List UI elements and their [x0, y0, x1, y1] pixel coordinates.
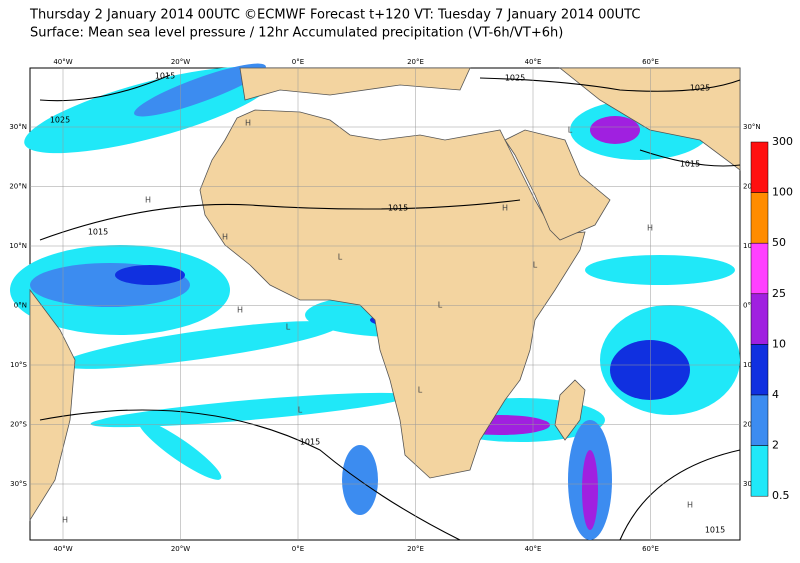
subtitle: Surface: Mean sea level pressure / 12hr …: [30, 26, 563, 41]
precip-area: [115, 265, 185, 285]
colorbar-label: 2: [772, 439, 779, 452]
colorbar: 300 100 50 25 10 4 2 0.5: [750, 135, 793, 502]
isobar-label: 1015: [705, 526, 725, 535]
latitude-label: 20°S: [10, 421, 27, 429]
longitude-label: 0°E: [292, 58, 304, 66]
pressure-center: H: [647, 224, 653, 233]
pressure-center: L: [418, 386, 423, 395]
isobar: [39, 199, 521, 241]
pressure-center: H: [237, 306, 243, 315]
colorbar-label: 50: [772, 236, 786, 249]
isobar: [39, 409, 461, 541]
colorbar-segment: [750, 141, 769, 193]
colorbar-label: 10: [772, 337, 786, 350]
title: Thursday 2 January 2014 00UTC ©ECMWF For…: [29, 8, 640, 23]
longitude-label: 20°W: [171, 545, 190, 553]
isobar-label: 1015: [88, 228, 108, 237]
isobar-label: 1015: [155, 72, 175, 81]
pressure-center: H: [687, 501, 693, 510]
precip-area: [61, 321, 339, 369]
asia: [558, 67, 741, 171]
pressure-center: H: [145, 196, 151, 205]
latitude-label: 30°S: [10, 480, 27, 488]
precipitation: [10, 63, 740, 540]
pressure-center: L: [286, 323, 291, 332]
isobar-label: 1025: [50, 116, 70, 125]
land: [29, 67, 741, 522]
colorbar-segment: [750, 293, 769, 345]
colorbar-label: 300: [772, 135, 793, 148]
south-america: [29, 288, 76, 522]
isobar: [479, 77, 741, 92]
isobar-label: 1015: [680, 160, 700, 169]
longitude-label: 60°E: [642, 545, 659, 553]
longitude-label: 40°W: [53, 545, 72, 553]
colorbar-label: 0.5: [772, 489, 790, 502]
madagascar: [554, 379, 586, 441]
pressure-center: L: [568, 126, 573, 135]
colorbar-segment: [750, 242, 769, 295]
latitude-label: 10°S: [10, 361, 27, 369]
longitude-label: 0°E: [292, 545, 304, 553]
precip-area: [134, 63, 266, 117]
latitude-label: 0°N: [14, 302, 27, 310]
latitude-label: 30°N: [743, 123, 761, 131]
longitude-label: 20°W: [171, 58, 190, 66]
isobar-label: 1015: [388, 204, 408, 213]
longitude-label: 40°E: [525, 58, 542, 66]
africa: [199, 109, 586, 479]
pressure-center: L: [298, 406, 303, 415]
latitude-label: 0°N: [743, 302, 756, 310]
pressure-center: H: [245, 119, 251, 128]
pressure-center: L: [533, 261, 538, 270]
precip-area: [585, 255, 735, 285]
colorbar-segment: [750, 394, 769, 446]
longitude-label: 40°W: [53, 58, 72, 66]
isobar: [619, 449, 741, 541]
colorbar-label: 25: [772, 287, 786, 300]
europe: [239, 67, 471, 101]
colorbar-label: 100: [772, 186, 793, 199]
precip-area: [610, 340, 690, 400]
longitude-label: 40°E: [525, 545, 542, 553]
pressure-center: H: [222, 233, 228, 242]
colorbar-label: 4: [772, 388, 779, 401]
isobar-label: 1015: [300, 438, 320, 447]
precip-area: [582, 450, 598, 530]
precip-area: [90, 392, 410, 428]
longitude-label: 60°E: [642, 58, 659, 66]
latitude-label: 10°N: [9, 242, 27, 250]
isobar: [39, 74, 171, 102]
colorbar-segment: [750, 344, 769, 396]
latitude-label: 20°N: [9, 183, 27, 191]
arabia: [504, 129, 611, 241]
precip-area: [590, 116, 640, 144]
longitude-label: 20°E: [407, 58, 424, 66]
pressure-center: L: [438, 301, 443, 310]
precip-area: [138, 420, 222, 480]
pressure-center: H: [62, 516, 68, 525]
colorbar-segment: [750, 192, 769, 244]
pressure-center: H: [502, 204, 508, 213]
longitude-label: 20°E: [407, 545, 424, 553]
map: 40°W 40°W 20°W 20°W 0°E 0°E 20°E 20°E 40°E 40°E 60…: [9, 58, 761, 553]
pressure-center: L: [338, 253, 343, 262]
latitude-label: 30°N: [9, 123, 27, 131]
isobar-label: 1025: [690, 84, 710, 93]
isobar-label: 1025: [505, 74, 525, 83]
colorbar-segment: [750, 445, 769, 497]
isobars: [39, 74, 741, 541]
isobar: [639, 149, 741, 167]
